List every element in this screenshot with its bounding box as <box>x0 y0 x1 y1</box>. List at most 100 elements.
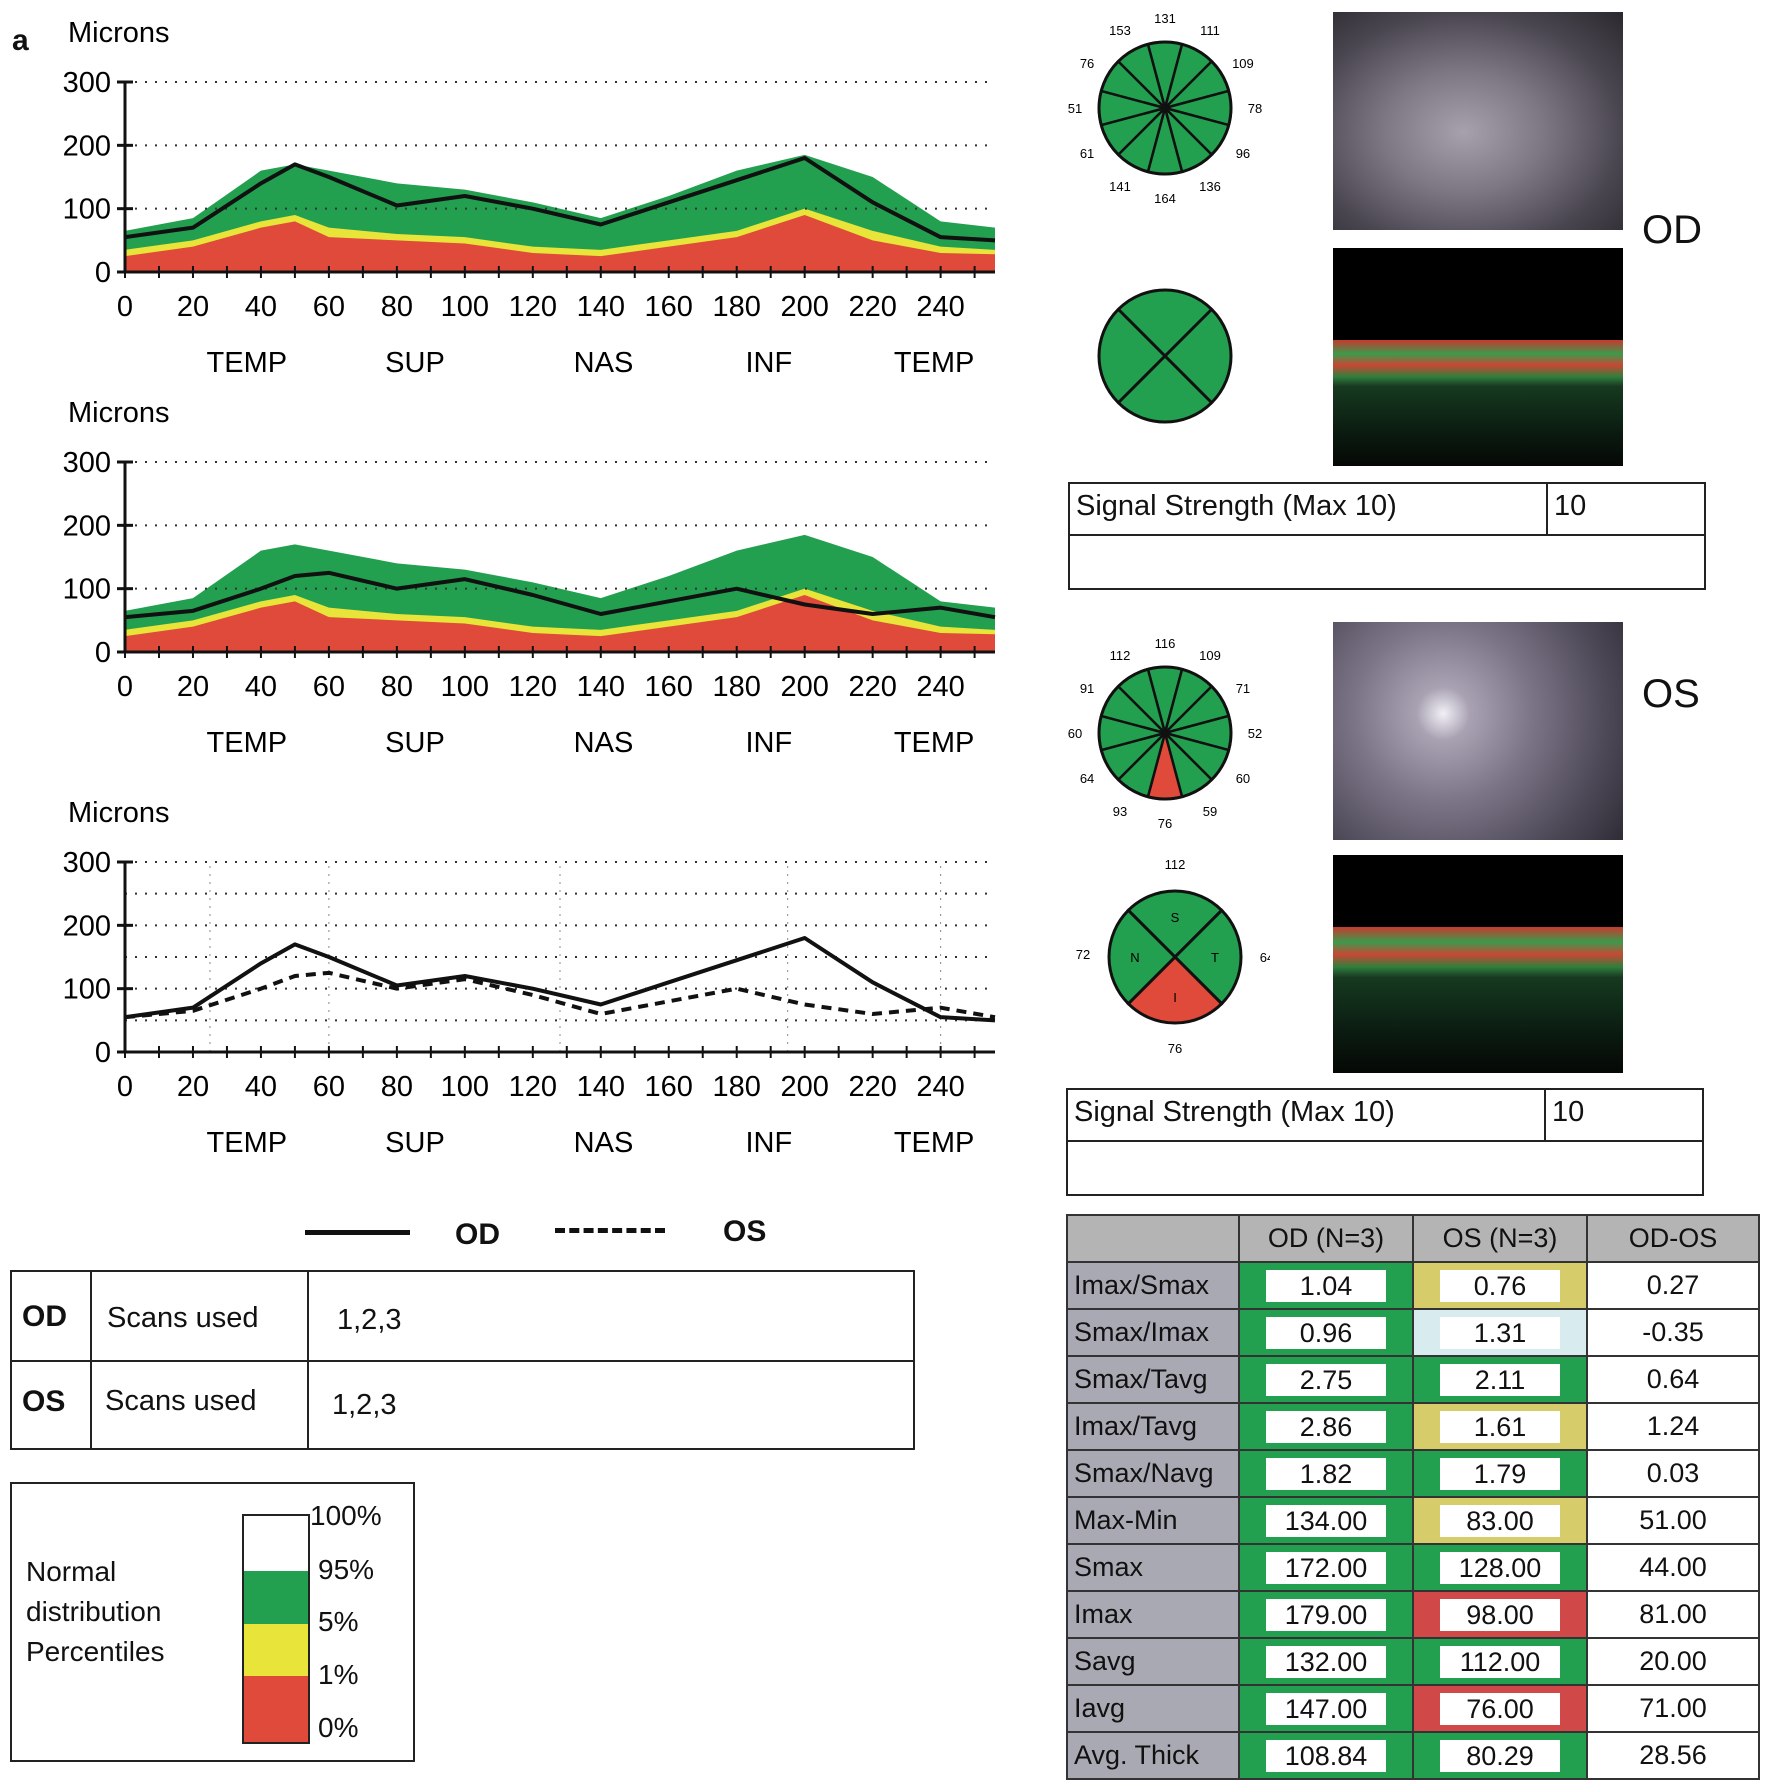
y-axis-label: Microns <box>68 797 170 829</box>
ratio-diff-value: 0.27 <box>1586 1261 1760 1310</box>
x-tick-label: 40 <box>245 291 277 323</box>
quadrant-sector-n <box>1107 908 1178 1006</box>
x-tick-label: 200 <box>780 1071 828 1103</box>
ratio-os-cell: 128.00 <box>1412 1543 1588 1592</box>
clock-value-label: 93 <box>1113 804 1127 819</box>
ratio-od-value: 132.00 <box>1266 1645 1386 1678</box>
ratio-os-cell: 1.61 <box>1412 1402 1588 1451</box>
ratio-os-value: 76.00 <box>1440 1692 1560 1725</box>
scans-od-label: Scans used <box>107 1302 259 1334</box>
y-axis-label: Microns <box>68 17 170 49</box>
y-tick-label: 300 <box>63 447 111 479</box>
x-tick-label: 40 <box>245 671 277 703</box>
x-tick-label: 0 <box>117 1071 133 1103</box>
ratio-os-cell: 83.00 <box>1412 1496 1588 1545</box>
od-oct-retina-band <box>1333 340 1623 386</box>
x-tick-label: 220 <box>848 671 896 703</box>
y-tick-label: 300 <box>63 847 111 879</box>
y-tick-label: 300 <box>63 67 111 99</box>
x-tick-label: 180 <box>713 291 761 323</box>
ratio-od-cell: 108.84 <box>1238 1731 1414 1780</box>
x-tick-label: 200 <box>780 671 828 703</box>
ratio-diff-value: 20.00 <box>1586 1637 1760 1686</box>
clock-value-label: 51 <box>1068 101 1082 116</box>
os-eye-label: OS <box>1642 672 1700 716</box>
x-tick-label: 240 <box>916 291 964 323</box>
x-tick-label: 180 <box>713 1071 761 1103</box>
clock-value-label: 64 <box>1080 771 1094 786</box>
od-oct-choroid <box>1333 386 1623 466</box>
od-signal-strength-box: Signal Strength (Max 10) 10 <box>1068 482 1706 590</box>
clock-value-label: 164 <box>1154 191 1176 206</box>
ratio-os-value: 112.00 <box>1440 1645 1560 1678</box>
y-tick-label: 100 <box>63 574 111 606</box>
series-line-os <box>124 570 996 620</box>
ratio-os-value: 98.00 <box>1440 1598 1560 1631</box>
ratio-diff-value: 44.00 <box>1586 1543 1760 1592</box>
ratio-od-value: 147.00 <box>1266 1692 1386 1725</box>
ratio-header-diff: OD-OS <box>1586 1214 1760 1263</box>
od-tsnit-chart: Microns 0 100 200 300 0 20 40 60 80 100 120 140 160 18… <box>63 17 996 379</box>
ratio-row-label: Avg. Thick <box>1066 1731 1240 1780</box>
ratio-od-value: 0.96 <box>1266 1316 1386 1349</box>
ratio-table-row: Savg 132.00 112.00 20.00 <box>1066 1637 1760 1686</box>
od-eye-label: OD <box>1642 208 1702 252</box>
x-tick-label: 0 <box>117 291 133 323</box>
region-label: TEMP <box>894 1127 975 1159</box>
y-tick-label: 200 <box>63 910 111 942</box>
od-signal-row <box>1068 482 1706 536</box>
pct-tick: 95% <box>318 1554 375 1585</box>
ratio-diff-value: 81.00 <box>1586 1590 1760 1639</box>
x-tick-label: 160 <box>645 671 693 703</box>
region-label: SUP <box>385 1127 445 1159</box>
od-clock-hour-diagram: 131 111 109 78 96 136 164 141 61 51 76 153 <box>1068 11 1262 206</box>
ratio-od-cell: 132.00 <box>1238 1637 1414 1686</box>
ratio-header-os: OS (N=3) <box>1412 1214 1588 1263</box>
ratio-od-value: 1.04 <box>1266 1269 1386 1302</box>
ratio-table-row: Smax/Navg 1.82 1.79 0.03 <box>1066 1449 1760 1498</box>
x-tick-label: 200 <box>780 291 828 323</box>
ratio-table-row: Iavg 147.00 76.00 71.00 <box>1066 1684 1760 1733</box>
ratio-row-label: Imax/Smax <box>1066 1261 1240 1310</box>
clock-value-label: 153 <box>1109 23 1131 38</box>
region-label: TEMP <box>207 347 288 379</box>
ratio-row-label: Smax <box>1066 1543 1240 1592</box>
os-fundus-image <box>1333 622 1623 840</box>
band-1-0 <box>244 1676 308 1742</box>
ratio-table-row: Smax 172.00 128.00 44.00 <box>1066 1543 1760 1592</box>
ratio-od-value: 108.84 <box>1266 1739 1386 1772</box>
ratio-row-label: Imax <box>1066 1590 1240 1639</box>
band-5-1 <box>244 1624 308 1676</box>
quadrant-letter: T <box>1211 950 1219 965</box>
ratio-od-value: 2.75 <box>1266 1363 1386 1396</box>
clock-value-label: 131 <box>1154 11 1176 26</box>
pct-tick: 1% <box>318 1659 359 1690</box>
x-tick-label: 80 <box>381 671 413 703</box>
x-tick-label: 120 <box>509 671 557 703</box>
scans-od-value: 1,2,3 <box>337 1304 402 1336</box>
quadrant-value-label: 76 <box>1168 1041 1182 1056</box>
ratio-os-value: 128.00 <box>1440 1551 1560 1584</box>
clock-value-label: 116 <box>1155 636 1176 651</box>
ratio-table-header-row: OD (N=3) OS (N=3) OD-OS <box>1066 1214 1760 1263</box>
ratio-od-cell: 134.00 <box>1238 1496 1414 1545</box>
band-100-95 <box>244 1516 308 1571</box>
ratio-diff-value: 1.24 <box>1586 1402 1760 1451</box>
ratio-od-cell: 179.00 <box>1238 1590 1414 1639</box>
os-oct-retina-band <box>1333 927 1623 977</box>
ratio-od-cell: 2.75 <box>1238 1355 1414 1404</box>
x-tick-label: 120 <box>509 1071 557 1103</box>
os-signal-sep <box>1544 1088 1546 1142</box>
clock-value-label: 136 <box>1199 179 1221 194</box>
ratio-diff-value: 28.56 <box>1586 1731 1760 1780</box>
os-signal-strength-box: Signal Strength (Max 10) 10 <box>1066 1088 1704 1196</box>
x-tick-label: 20 <box>177 1071 209 1103</box>
ratio-os-value: 80.29 <box>1440 1739 1560 1772</box>
ratio-od-cell: 147.00 <box>1238 1684 1414 1733</box>
pct-tick: 0% <box>318 1712 359 1743</box>
ratio-table: OD (N=3) OS (N=3) OD-OS Imax/Smax 1.04 0.7… <box>1066 1214 1760 1780</box>
od-signal-blank-row <box>1068 536 1706 590</box>
x-tick-label: 60 <box>313 1071 345 1103</box>
clock-value-label: 78 <box>1248 101 1262 116</box>
clock-value-label: 76 <box>1080 56 1094 71</box>
